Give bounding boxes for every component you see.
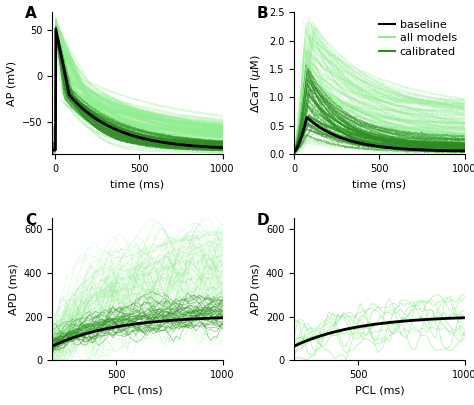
Legend: baseline, all models, calibrated: baseline, all models, calibrated [376,18,459,59]
Text: C: C [25,213,36,228]
X-axis label: time (ms): time (ms) [110,179,164,190]
Y-axis label: AP (mV): AP (mV) [6,61,17,106]
X-axis label: time (ms): time (ms) [352,179,406,190]
Text: A: A [25,6,36,21]
X-axis label: PCL (ms): PCL (ms) [355,386,404,396]
Y-axis label: $\Delta$CaT ($\mu$M): $\Delta$CaT ($\mu$M) [249,54,264,113]
Text: B: B [256,6,268,21]
Y-axis label: APD (ms): APD (ms) [9,264,18,315]
Y-axis label: APD (ms): APD (ms) [250,264,260,315]
Text: D: D [256,213,269,228]
X-axis label: PCL (ms): PCL (ms) [112,386,162,396]
